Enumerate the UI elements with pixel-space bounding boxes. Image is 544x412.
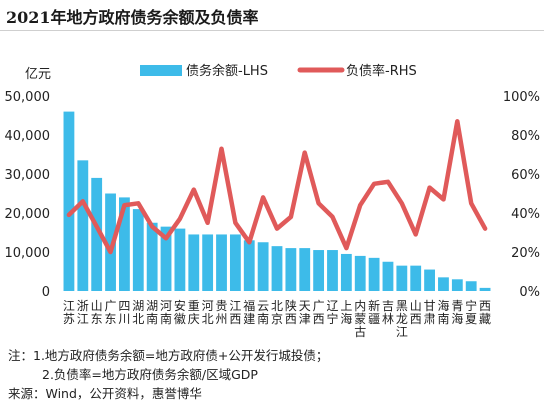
bar bbox=[438, 277, 449, 291]
bar bbox=[243, 240, 255, 291]
right-tick-label: 60% bbox=[511, 168, 540, 183]
bar bbox=[410, 265, 422, 291]
title-divider bbox=[0, 30, 544, 31]
x-tick-label: 广东 bbox=[105, 299, 117, 326]
x-tick-label: 上海 bbox=[340, 299, 352, 326]
bar bbox=[188, 234, 200, 291]
x-tick-label: 黑龙江 bbox=[396, 299, 408, 339]
bar bbox=[354, 255, 366, 291]
right-tick-label: 40% bbox=[511, 207, 540, 222]
bar bbox=[119, 197, 130, 291]
right-tick-label: 100% bbox=[503, 90, 540, 105]
bar bbox=[299, 248, 311, 291]
x-tick-label: 安徽 bbox=[174, 298, 186, 326]
bar bbox=[257, 242, 269, 291]
x-tick-label: 重庆 bbox=[188, 299, 200, 326]
bar bbox=[160, 226, 172, 291]
right-tick-label: 80% bbox=[511, 129, 540, 144]
left-tick-label: 10,000 bbox=[5, 246, 51, 261]
legend-label-bars: 债务余额-LHS bbox=[186, 63, 268, 79]
x-tick-label: 辽宁 bbox=[326, 299, 338, 326]
right-tick-label: 0% bbox=[519, 285, 540, 300]
bar bbox=[313, 250, 325, 291]
bar bbox=[382, 261, 394, 291]
x-tick-label: 福建 bbox=[243, 298, 255, 326]
bar bbox=[465, 281, 477, 291]
bar bbox=[63, 111, 75, 291]
x-tick-label: 河北 bbox=[202, 299, 214, 326]
left-tick-label: 50,000 bbox=[5, 90, 51, 105]
bar bbox=[105, 193, 116, 291]
x-tick-label: 云南 bbox=[257, 299, 269, 326]
bar bbox=[91, 177, 103, 291]
debt-chart: 0 10,000 20,000 30,000 40,000 50,000 0% 20% 40%… bbox=[5, 63, 541, 339]
chart-notes: 注：1.地方政府债务余额=地方政府债+公开发行城投债； 2.负债率=地方政府债务… bbox=[8, 346, 328, 403]
note-line-2: 2.负债率=地方政府债务余额/区域GDP bbox=[42, 367, 258, 382]
x-tick-label: 海南 bbox=[437, 298, 449, 326]
source-line: 来源：Wind，公开资料，惠誉博华 bbox=[8, 386, 202, 401]
bar bbox=[132, 209, 144, 291]
x-tick-label: 广西 bbox=[313, 299, 325, 326]
bar bbox=[368, 257, 380, 291]
debt-ratio-line bbox=[66, 119, 488, 255]
left-axis-unit: 亿元 bbox=[25, 67, 51, 82]
left-tick-label: 0 bbox=[42, 285, 50, 300]
bar bbox=[77, 160, 89, 291]
x-tick-label: 北京 bbox=[271, 299, 283, 326]
bar bbox=[479, 287, 491, 291]
left-tick-label: 40,000 bbox=[5, 129, 51, 144]
x-tick-label: 新疆 bbox=[368, 298, 380, 326]
right-tick-label: 20% bbox=[511, 246, 540, 261]
x-tick-label: 江苏 bbox=[63, 299, 75, 326]
x-tick-label: 浙江 bbox=[77, 299, 89, 326]
x-tick-label: 山西 bbox=[410, 299, 422, 326]
bar bbox=[174, 228, 186, 291]
bar bbox=[229, 234, 241, 291]
bar bbox=[396, 265, 408, 291]
bar bbox=[451, 279, 463, 291]
chart-title: 2021年地方政府债务余额及负债率 bbox=[6, 8, 259, 27]
x-tick-label: 内蒙古 bbox=[354, 299, 366, 339]
x-tick-label: 天津 bbox=[299, 299, 311, 326]
x-tick-label: 河南 bbox=[160, 299, 172, 326]
x-tick-label: 湖北 bbox=[132, 298, 144, 326]
legend-swatch-bars bbox=[140, 65, 182, 76]
x-tick-label: 四川 bbox=[118, 299, 130, 326]
x-tick-label: 西藏 bbox=[479, 299, 491, 326]
bar bbox=[424, 269, 435, 291]
bar bbox=[271, 246, 283, 291]
x-tick-label: 陕西 bbox=[285, 298, 297, 326]
x-tick-label: 山东 bbox=[91, 299, 103, 326]
x-tick-label: 宁夏 bbox=[465, 298, 477, 326]
legend-label-line: 负债率-RHS bbox=[346, 63, 417, 79]
x-tick-label: 湖南 bbox=[146, 298, 158, 326]
x-tick-label: 青海 bbox=[451, 299, 463, 326]
bar bbox=[285, 248, 297, 291]
bar bbox=[340, 253, 352, 291]
note-line-1: 注：1.地方政府债务余额=地方政府债+公开发行城投债； bbox=[8, 348, 329, 363]
x-tick-label: 吉林 bbox=[382, 299, 394, 326]
bar bbox=[202, 234, 214, 291]
bar bbox=[216, 234, 227, 291]
bar bbox=[327, 250, 338, 291]
left-tick-label: 30,000 bbox=[5, 168, 51, 183]
left-tick-label: 20,000 bbox=[5, 207, 51, 222]
x-tick-label: 江西 bbox=[229, 299, 241, 326]
x-tick-label: 甘肃 bbox=[424, 299, 436, 326]
bar bbox=[146, 222, 158, 291]
x-tick-label: 贵州 bbox=[216, 299, 228, 326]
